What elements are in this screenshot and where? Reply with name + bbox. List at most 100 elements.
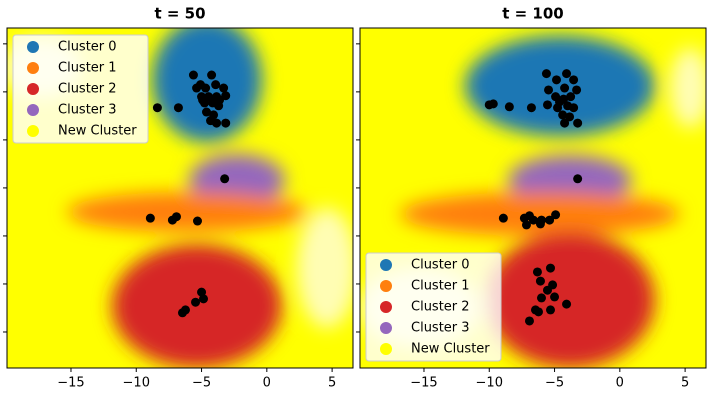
legend-label: Cluster 0: [411, 258, 470, 273]
cluster-region: [465, 36, 655, 136]
point: [498, 213, 508, 223]
point: [552, 75, 562, 85]
point: [526, 103, 536, 113]
point: [545, 263, 555, 273]
point: [530, 305, 540, 315]
x-tick-label: 5: [681, 376, 689, 391]
legend-marker: [380, 301, 392, 313]
frame: [6, 27, 354, 369]
point: [504, 102, 514, 112]
point: [542, 285, 552, 295]
legend-label: Cluster 3: [58, 103, 117, 118]
x-tick-label: −10: [476, 376, 503, 391]
point: [524, 316, 534, 326]
point: [171, 212, 181, 222]
legend-label: Cluster 1: [411, 279, 470, 294]
point: [562, 69, 572, 79]
point: [541, 69, 551, 79]
legend-marker: [380, 322, 392, 334]
point: [535, 219, 545, 229]
cluster-region: [297, 208, 353, 328]
point: [558, 110, 568, 120]
point: [535, 276, 545, 286]
point: [542, 100, 552, 110]
point: [573, 118, 583, 128]
point: [488, 99, 498, 109]
legend-box: [12, 34, 149, 144]
point: [221, 118, 231, 128]
legend: Cluster 0 Cluster 1 Cluster 2 Cluster 3 New …: [365, 252, 502, 362]
x-tick-label: −15: [57, 376, 84, 391]
point: [566, 92, 576, 102]
legend-box: [365, 252, 502, 362]
legend-marker: [27, 104, 39, 116]
point: [201, 83, 211, 93]
cluster-region: [67, 192, 307, 232]
point: [219, 83, 229, 93]
panel-title: t = 50: [154, 5, 205, 23]
x-tick-label: −5: [545, 376, 564, 391]
legend: Cluster 0 Cluster 1 Cluster 2 Cluster 3 New …: [12, 34, 149, 144]
legend-label: Cluster 2: [58, 82, 117, 97]
point: [191, 297, 201, 307]
point: [177, 308, 187, 318]
point: [545, 215, 555, 225]
cluster-region: [670, 48, 706, 128]
legend-marker: [27, 125, 39, 137]
point: [211, 80, 221, 90]
point: [198, 95, 208, 105]
point: [550, 292, 560, 302]
legend-label: Cluster 0: [58, 40, 117, 55]
point: [560, 118, 570, 128]
point: [188, 70, 198, 80]
cluster-region: [400, 192, 680, 236]
point: [212, 118, 222, 128]
point: [545, 305, 555, 315]
legend-label: New Cluster: [411, 342, 490, 357]
legend-label: New Cluster: [58, 124, 137, 139]
point: [572, 85, 582, 95]
x-tick-label: −5: [192, 376, 211, 391]
legend-marker: [27, 62, 39, 74]
legend-marker: [27, 41, 39, 53]
legend-marker: [380, 280, 392, 292]
x-tick-label: 5: [328, 376, 336, 391]
legend-label: Cluster 1: [58, 61, 117, 76]
x-tick-label: 0: [616, 376, 624, 391]
point: [202, 107, 212, 117]
point: [192, 83, 202, 93]
point: [207, 70, 217, 80]
point: [569, 103, 579, 113]
x-tick-label: −15: [410, 376, 437, 391]
point: [532, 267, 542, 277]
legend-marker: [380, 259, 392, 271]
legend-marker: [380, 343, 392, 355]
plot-area: [360, 28, 706, 368]
legend-label: Cluster 2: [411, 300, 470, 315]
point: [521, 220, 531, 230]
point: [145, 213, 155, 223]
point: [528, 215, 538, 225]
point: [560, 83, 570, 93]
frame: [359, 27, 707, 369]
point: [152, 103, 162, 113]
cluster-region: [485, 232, 655, 368]
point: [573, 174, 583, 184]
x-tick-label: −10: [123, 376, 150, 391]
point: [555, 97, 565, 107]
point: [565, 112, 575, 122]
point: [199, 294, 209, 304]
point: [215, 95, 225, 105]
panel-title: t = 100: [502, 5, 564, 23]
point: [220, 174, 230, 184]
x-tick-label: 0: [263, 376, 271, 391]
point: [173, 103, 183, 113]
point: [192, 216, 202, 226]
legend-label: Cluster 3: [411, 321, 470, 336]
point: [536, 293, 546, 303]
point: [569, 75, 579, 85]
point: [551, 210, 561, 220]
legend-marker: [27, 83, 39, 95]
point: [562, 299, 572, 309]
